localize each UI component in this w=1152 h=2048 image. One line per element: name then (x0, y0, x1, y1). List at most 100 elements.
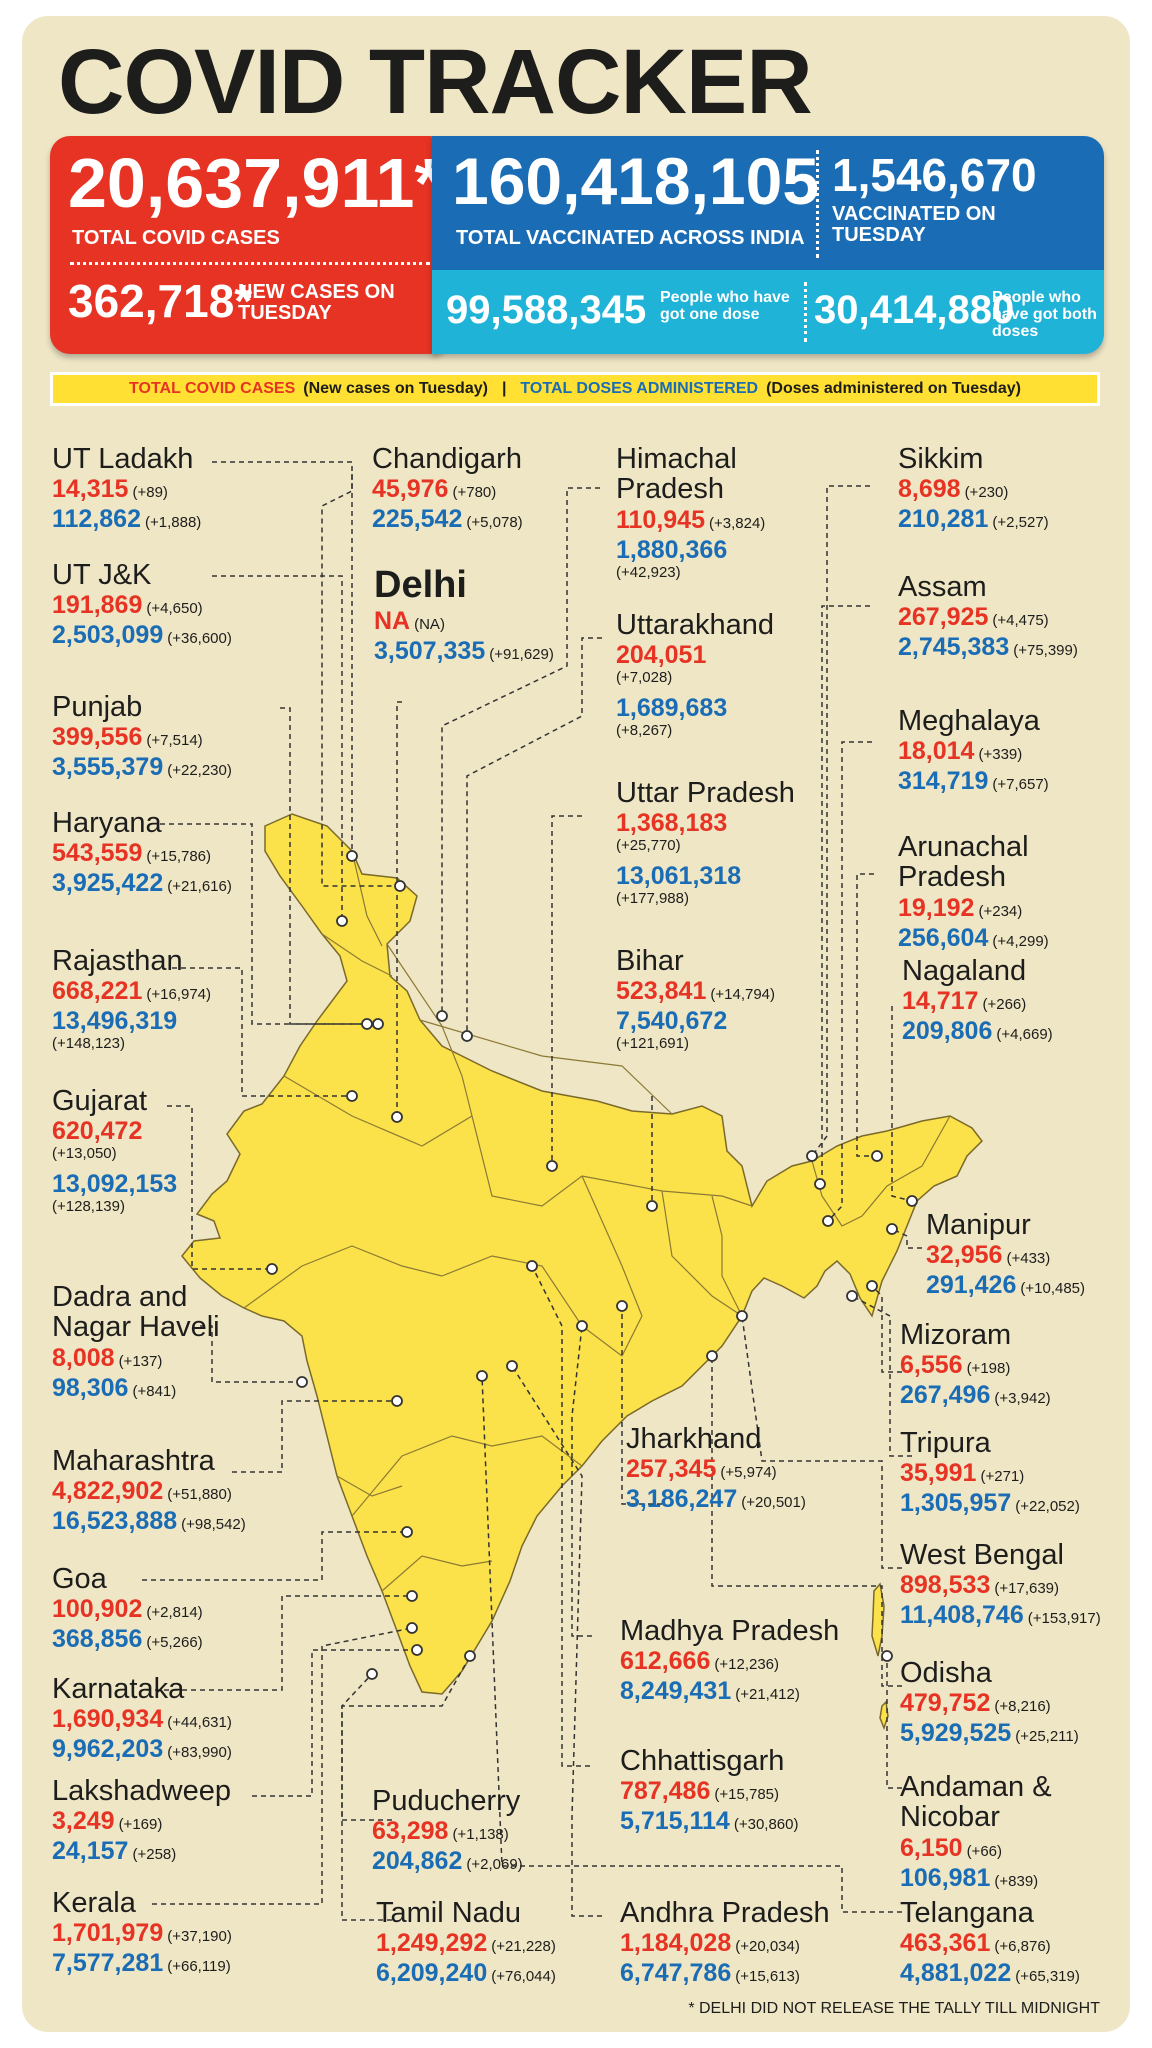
cases: 8,698 (898, 475, 961, 504)
state-uttarakhand: Uttarakhand 204,051 (+7,028) 1,689,683 (… (616, 610, 774, 739)
india-map (142, 461, 983, 1921)
state-west-bengal: West Bengal 898,533 (+17,639) 11,408,746(… (900, 1540, 1101, 1630)
cases-new: (+2,814) (146, 1604, 203, 1622)
state-tamil-nadu: Tamil Nadu 1,249,292 (+21,228) 6,209,240(… (376, 1898, 556, 1988)
cases-new: (+230) (964, 484, 1009, 502)
doses: 7,540,672 (616, 1007, 728, 1036)
state-name: Lakshadweep (52, 1775, 231, 1807)
doses: 98,306 (52, 1373, 129, 1402)
state-name: Karnataka (52, 1673, 185, 1705)
total-vaccinated-value: 160,418,105 (452, 144, 820, 218)
doses: 256,604 (898, 923, 989, 952)
state-name: Chhattisgarh (620, 1745, 785, 1777)
cases: 898,533 (900, 1571, 991, 1600)
cases-new: (+234) (978, 902, 1023, 920)
state-name: Telangana (900, 1897, 1034, 1929)
state-name: West Bengal (900, 1539, 1064, 1571)
cases: 45,976 (372, 475, 449, 504)
state-gujarat: Gujarat 620,472 (+13,050) 13,092,153 (+1… (52, 1086, 177, 1215)
doses-new: (+21,616) (167, 878, 232, 896)
cases: 543,559 (52, 839, 143, 868)
state-sikkim: Sikkim 8,698 (+230) 210,281 (+2,527) (898, 444, 1049, 534)
state-chandigarh: Chandigarh 45,976 (+780) 225,542 (+5,078) (372, 444, 523, 534)
doses-new: (+148,123) (52, 1035, 125, 1053)
state-name: Meghalaya (898, 705, 1040, 737)
new-cases-value: 362,718* (68, 275, 253, 327)
state-manipur: Manipur 32,956 (+433) 291,426 (+10,485) (926, 1210, 1085, 1300)
doses: 106,981 (900, 1863, 991, 1892)
doses: 267,496 (900, 1381, 991, 1410)
state-name: Andaman & Nicobar (900, 1771, 1052, 1834)
cases: 191,869 (52, 591, 143, 620)
vaccinated-tuesday-label: VACCINATED ON TUESDAY (832, 203, 996, 246)
doses: 13,061,318 (616, 861, 742, 890)
vaccinated-tuesday-value: 1,546,670 (832, 149, 1037, 201)
doses-new: (+128,139) (52, 1197, 125, 1215)
state-tripura: Tripura 35,991 (+271) 1,305,957 (+22,052) (900, 1428, 1080, 1518)
doses: 225,542 (372, 505, 463, 534)
cases-new: (+15,786) (146, 848, 212, 866)
doses: 13,092,153 (52, 1169, 178, 1198)
total-cases-box: 20,637,911* TOTAL COVID CASES 362,718* N… (50, 136, 450, 354)
doses: 314,719 (898, 767, 989, 796)
state-name: Mizoram (900, 1319, 1012, 1351)
cases-new: (+7,028) (616, 669, 673, 687)
doses: 2,503,099 (52, 621, 164, 650)
doses-new: (+22,052) (1015, 1498, 1080, 1516)
divider (70, 262, 430, 265)
doses-new: (+7,657) (992, 776, 1049, 794)
cases: 14,717 (902, 987, 979, 1016)
doses: 8,249,431 (620, 1677, 732, 1706)
state-name: Tamil Nadu (376, 1897, 522, 1929)
state-name: Bihar (616, 945, 684, 977)
state-goa: Goa 100,902 (+2,814) 368,856 (+5,266) (52, 1564, 203, 1654)
map-shapes (181, 813, 983, 1731)
cases-new: (+51,880) (167, 1486, 232, 1504)
doses-new: (+83,990) (167, 1744, 232, 1762)
doses: 13,496,319 (52, 1007, 178, 1036)
cases: 14,315 (52, 475, 129, 504)
doses-new: (+5,078) (466, 514, 523, 532)
state-arunachal-pradesh: Arunachal Pradesh 19,192 (+234) 256,604 (+… (898, 832, 1130, 953)
state-bihar: Bihar 523,841 (+14,794) 7,540,672 (+121,6… (616, 946, 775, 1053)
state-ut-jk: UT J&K 191,869 (+4,650) 2,503,099 (+36,600… (52, 560, 232, 650)
state-name: Madhya Pradesh (620, 1615, 840, 1647)
doses-new: (+65,319) (1015, 1968, 1080, 1986)
doses-new: (+42,923) (616, 563, 681, 581)
doses: 5,929,525 (900, 1719, 1012, 1748)
page-title: COVID TRACKER (58, 31, 813, 133)
state-name: Arunachal Pradesh (898, 831, 1029, 894)
cases-new: (+266) (982, 996, 1027, 1014)
total-vaccinated-label: TOTAL VACCINATED ACROSS INDIA (456, 227, 805, 249)
state-name: Rajasthan (52, 945, 183, 977)
cases: 18,014 (898, 737, 975, 766)
cases: 612,666 (620, 1647, 711, 1676)
state-name: Odisha (900, 1657, 992, 1689)
cases: 267,925 (898, 603, 989, 632)
doses-new: (+75,399) (1013, 642, 1078, 660)
doses-new: (+5,266) (146, 1634, 203, 1652)
legend-cases-note: (New cases on Tuesday) (303, 380, 488, 397)
state-nagaland: Nagaland 14,717 (+266) 209,806 (+4,669) (902, 956, 1053, 1046)
cases-new: (+16,974) (146, 986, 212, 1004)
state-meghalaya: Meghalaya 18,014 (+339) 314,719 (+7,657) (898, 706, 1049, 796)
doses: 3,507,335 (374, 636, 486, 665)
doses-new: (+21,412) (735, 1686, 800, 1704)
state-haryana: Haryana 543,559 (+15,786) 3,925,422 (+21,6… (52, 808, 232, 898)
total-cases-value: 20,637,911* (68, 144, 442, 222)
doses-new: (+258) (132, 1846, 177, 1864)
state-name: Haryana (52, 807, 162, 839)
cases: 1,184,028 (620, 1929, 732, 1958)
cases-new: (+137) (118, 1352, 163, 1370)
legend-cases: TOTAL COVID CASES (129, 380, 296, 397)
doses: 4,881,022 (900, 1959, 1012, 1988)
legend-bar: TOTAL COVID CASES (New cases on Tuesday)… (50, 372, 1100, 406)
doses-new: (+10,485) (1020, 1280, 1086, 1298)
cases: 4,822,902 (52, 1477, 164, 1506)
doses-new: (+30,860) (733, 1816, 799, 1834)
cases-new: (+13,050) (52, 1145, 117, 1163)
cases: 3,249 (52, 1807, 115, 1836)
doses: 3,186,247 (626, 1485, 738, 1514)
state-name: Jharkhand (626, 1423, 762, 1455)
state-lakshadweep: Lakshadweep 3,249 (+169) 24,157 (+258) (52, 1776, 231, 1866)
